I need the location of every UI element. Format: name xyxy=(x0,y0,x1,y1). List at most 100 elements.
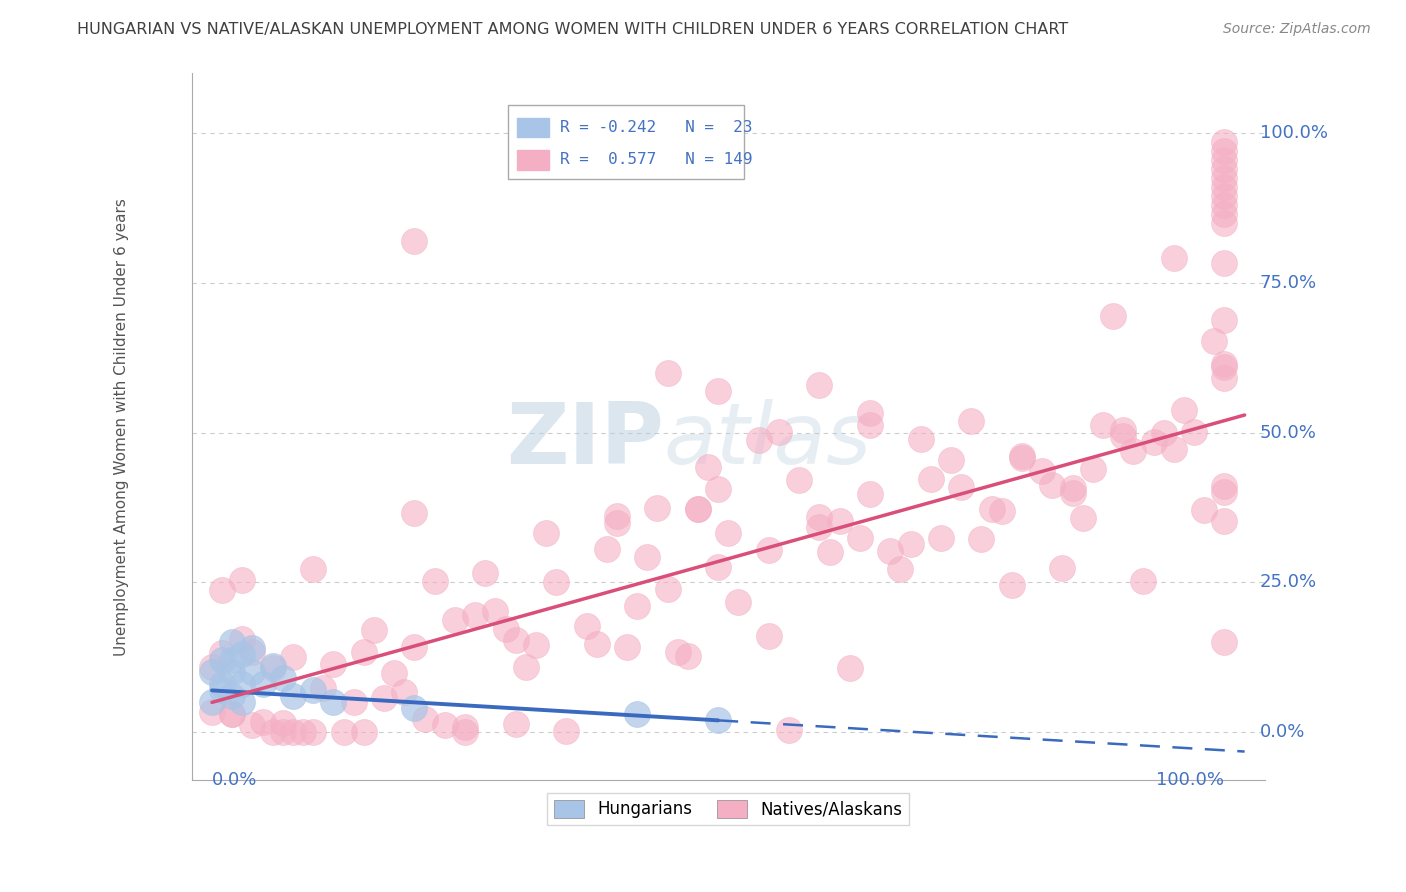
Text: HUNGARIAN VS NATIVE/ALASKAN UNEMPLOYMENT AMONG WOMEN WITH CHILDREN UNDER 6 YEARS: HUNGARIAN VS NATIVE/ALASKAN UNEMPLOYMENT… xyxy=(77,22,1069,37)
Point xyxy=(373,690,395,705)
Point xyxy=(454,725,477,739)
Point xyxy=(211,677,233,691)
Point xyxy=(1213,189,1236,203)
Point xyxy=(524,638,547,652)
Point xyxy=(242,665,264,680)
Point xyxy=(707,384,730,398)
Point xyxy=(281,650,304,665)
Point xyxy=(484,604,506,618)
Point xyxy=(221,665,243,680)
Text: R = -0.242   N =  23: R = -0.242 N = 23 xyxy=(560,120,752,135)
Point xyxy=(1153,426,1175,441)
Point xyxy=(1163,251,1185,265)
Point xyxy=(1040,478,1063,492)
Point xyxy=(231,574,253,588)
Point xyxy=(727,595,749,609)
Point xyxy=(748,433,770,447)
Point xyxy=(808,377,831,392)
Point xyxy=(707,714,730,728)
Point xyxy=(1213,179,1236,194)
Point xyxy=(201,706,224,720)
Point xyxy=(413,712,436,726)
Point xyxy=(1071,510,1094,524)
Point xyxy=(1192,503,1215,517)
Point xyxy=(464,607,486,622)
Point xyxy=(1213,479,1236,493)
Point xyxy=(363,624,385,638)
Point xyxy=(353,725,375,739)
Point xyxy=(322,695,344,709)
Point xyxy=(1052,560,1074,574)
Point xyxy=(353,645,375,659)
Point xyxy=(1112,423,1135,437)
Point xyxy=(1213,312,1236,326)
Point xyxy=(211,683,233,698)
Point xyxy=(1173,403,1195,417)
Point xyxy=(242,645,264,659)
Point xyxy=(666,645,689,659)
Point xyxy=(262,659,284,673)
Point xyxy=(900,537,922,551)
Text: 50.0%: 50.0% xyxy=(1260,424,1316,442)
Point xyxy=(616,640,638,655)
Point xyxy=(1213,153,1236,167)
Point xyxy=(211,582,233,597)
Point xyxy=(292,725,315,739)
Point xyxy=(1213,207,1236,221)
Text: 100.0%: 100.0% xyxy=(1260,124,1327,142)
Point xyxy=(697,459,720,474)
Point xyxy=(758,543,780,558)
Point xyxy=(1011,451,1033,466)
Point xyxy=(505,717,527,731)
Point xyxy=(768,425,790,439)
Point xyxy=(1213,359,1236,374)
Point xyxy=(505,632,527,647)
Point xyxy=(859,406,882,420)
Point xyxy=(1031,464,1053,478)
Point xyxy=(1001,578,1024,592)
Point xyxy=(394,685,416,699)
Point xyxy=(534,526,557,541)
Point xyxy=(262,661,284,675)
Point xyxy=(555,723,578,738)
Point xyxy=(626,707,648,722)
Point xyxy=(1182,425,1205,439)
Point xyxy=(1213,170,1236,185)
Point xyxy=(707,559,730,574)
Point xyxy=(950,480,973,494)
Text: Source: ZipAtlas.com: Source: ZipAtlas.com xyxy=(1223,22,1371,37)
Point xyxy=(1213,515,1236,529)
Point xyxy=(1091,418,1114,433)
Point xyxy=(271,672,294,686)
Point xyxy=(787,473,810,487)
Bar xyxy=(517,150,550,169)
Point xyxy=(1213,161,1236,176)
Point xyxy=(838,661,860,675)
Point xyxy=(758,629,780,643)
Point xyxy=(1011,449,1033,463)
Point xyxy=(1204,334,1226,349)
Point xyxy=(546,574,568,589)
Point xyxy=(271,716,294,731)
Point xyxy=(717,525,740,540)
FancyBboxPatch shape xyxy=(509,104,744,179)
Point xyxy=(252,677,274,691)
Point xyxy=(221,706,243,721)
Point xyxy=(920,472,942,486)
Point xyxy=(626,599,648,614)
Point xyxy=(859,486,882,500)
Point xyxy=(221,690,243,704)
Point xyxy=(444,613,467,627)
Point xyxy=(221,653,243,667)
Text: 0.0%: 0.0% xyxy=(1260,723,1305,741)
Point xyxy=(1213,484,1236,499)
Point xyxy=(302,725,325,739)
Point xyxy=(828,514,851,528)
Point xyxy=(201,695,224,709)
Text: R =  0.577   N = 149: R = 0.577 N = 149 xyxy=(560,153,752,168)
Point xyxy=(879,544,901,558)
Point xyxy=(382,665,405,680)
Text: ZIP: ZIP xyxy=(506,400,664,483)
Point xyxy=(818,545,841,559)
Point xyxy=(960,414,983,428)
